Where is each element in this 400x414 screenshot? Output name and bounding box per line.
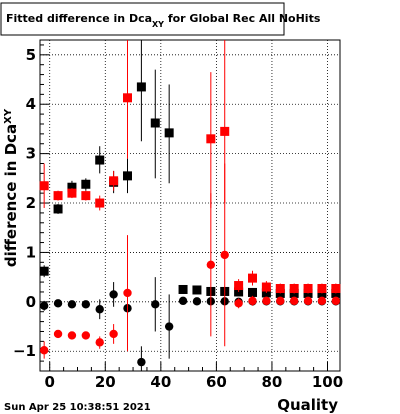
data-point-square [289,283,299,293]
chart-title: Fitted difference in DcaXY for Global Re… [0,2,321,36]
y-tick-label: 0 [26,293,36,311]
y-tick-label: 1 [26,243,36,261]
data-point-square [95,198,105,208]
data-point-circle [262,296,271,306]
data-point-circle [67,300,77,309]
grid-layer [40,40,340,371]
data-point-square [95,155,105,165]
title-text: Fitted difference in DcaXY for Global Re… [6,12,321,29]
axes: 0 20 40 60 80 100 −1 0 1 2 3 4 5 [13,39,343,391]
data-point-square [150,118,160,128]
data-point-square [67,182,77,192]
y-tick-label: 5 [26,46,36,64]
series-4 [39,163,341,359]
data-point-square [248,287,257,297]
data-point-circle [303,296,313,306]
data-point-circle [81,331,91,340]
series-1 [39,40,341,298]
data-point-circle [192,297,202,306]
data-point-square [123,171,132,181]
title-box [0,2,285,36]
data-point-square [261,282,271,292]
data-layer [39,40,341,371]
plot-frame [39,39,341,372]
data-point-square [317,283,327,293]
data-point-square [164,128,174,138]
y-axis-title: difference in DcaXY [2,108,20,267]
data-point-circle [39,346,49,355]
data-point-square [136,82,146,92]
data-point-square [275,283,285,293]
data-point-circle [276,296,285,306]
data-point-circle [234,299,243,308]
data-point-square [331,283,341,293]
data-point-circle [178,296,188,306]
x-tick-label: 40 [150,373,171,391]
data-point-circle [109,329,118,339]
y-tick-label: 3 [26,145,36,163]
data-point-square [67,188,77,198]
x-tick-label: 100 [312,373,343,391]
data-point-circle [248,296,257,306]
x-tick-label: 80 [262,373,283,391]
data-point-square [220,126,230,136]
data-point-circle [109,290,118,299]
data-point-square [234,281,244,291]
data-point-square [53,204,63,214]
data-point-square [81,179,91,189]
data-point-square [53,191,63,201]
data-point-circle [137,357,146,367]
data-point-circle [95,338,104,347]
data-point-circle [123,288,132,298]
data-point-circle [151,300,160,309]
x-tick-label: 60 [206,373,227,391]
data-point-circle [67,331,77,340]
data-point-circle [95,305,104,314]
data-point-square [81,191,91,201]
data-point-circle [317,296,327,306]
x-axis-title: Quality [277,396,338,414]
data-point-circle [289,296,299,306]
data-point-circle [220,250,229,260]
data-point-square [206,134,216,144]
y-tick-label: −1 [13,342,36,360]
data-point-circle [164,322,174,331]
data-point-square [192,285,202,295]
data-point-square [109,176,119,186]
data-point-square [39,266,49,276]
series-2 [39,40,341,294]
x-tick-label: 20 [95,373,116,391]
data-point-square [303,283,313,293]
y-tick-label: 2 [26,194,36,212]
data-point-square [39,181,49,191]
timestamp: Sun Apr 25 10:38:51 2021 [4,402,151,413]
x-tick-label: 0 [45,373,55,391]
data-point-square [123,93,132,103]
y-tick-label: 4 [26,95,36,113]
data-point-circle [331,296,341,306]
data-point-circle [39,301,49,310]
data-point-square [248,273,257,283]
data-point-square [178,284,188,294]
data-point-circle [53,329,63,339]
data-point-circle [206,260,216,269]
data-point-circle [53,299,63,308]
data-point-circle [81,300,91,309]
